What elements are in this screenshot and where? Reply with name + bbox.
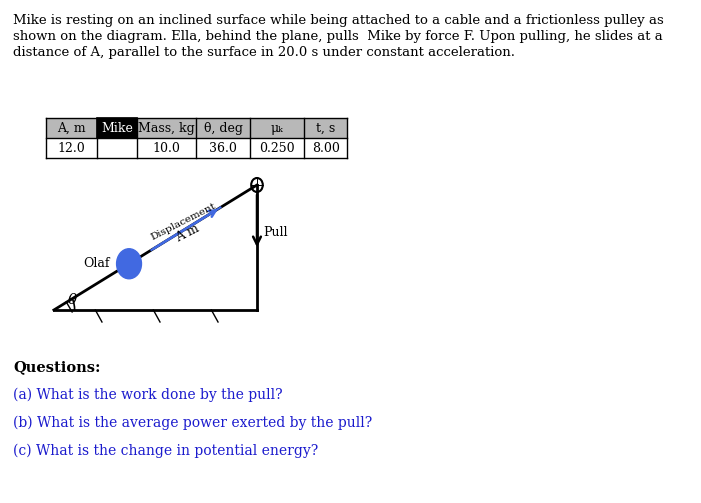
Text: (a) What is the work done by the pull?: (a) What is the work done by the pull? [13,388,283,402]
Text: Mike is resting on an inclined surface while being attached to a cable and a fri: Mike is resting on an inclined surface w… [13,14,664,27]
Text: Mike: Mike [101,122,132,134]
Text: (c) What is the change in potential energy?: (c) What is the change in potential ener… [13,444,318,458]
Text: 36.0: 36.0 [210,141,238,154]
Bar [46,118,348,138]
Text: Mass, kg: Mass, kg [138,122,195,134]
Text: A, m: A, m [57,122,86,134]
Text: t, s: t, s [316,122,335,134]
Text: Questions:: Questions: [13,360,101,374]
Text: shown on the diagram. Ella, behind the plane, pulls  Mike by force F. Upon pulli: shown on the diagram. Ella, behind the p… [13,30,663,43]
Text: (b) What is the average power exerted by the pull?: (b) What is the average power exerted by… [13,416,372,431]
Text: 10.0: 10.0 [153,141,181,154]
Bar [97,118,137,138]
Text: Displacement: Displacement [149,202,217,242]
Text: Olaf: Olaf [83,257,110,270]
Text: θ, deg: θ, deg [204,122,243,134]
Text: Pull: Pull [264,226,288,239]
Text: 0.250: 0.250 [259,141,295,154]
Text: θ: θ [67,293,76,307]
Text: 8.00: 8.00 [312,141,340,154]
Text: 12.0: 12.0 [57,141,85,154]
Circle shape [116,249,142,279]
Text: μₖ: μₖ [271,122,284,134]
Text: A m: A m [173,222,201,245]
Text: distance of A, parallel to the surface in 20.0 s under constant acceleration.: distance of A, parallel to the surface i… [13,46,515,59]
